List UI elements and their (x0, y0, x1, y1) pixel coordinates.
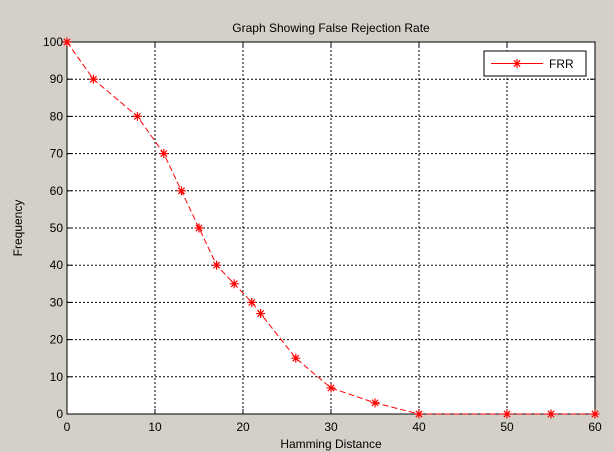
data-point-marker (326, 383, 336, 393)
x-tick-label: 50 (500, 420, 514, 434)
x-tick-label: 10 (148, 420, 162, 434)
x-axis-title: Hamming Distance (280, 437, 382, 451)
x-tick-label: 20 (236, 420, 250, 434)
data-point-marker (212, 260, 222, 270)
data-point-marker (370, 398, 380, 408)
x-tick-label: 0 (64, 420, 71, 434)
legend: FRR (483, 50, 587, 77)
data-point-marker (62, 37, 72, 47)
data-point-marker (546, 409, 556, 419)
data-point-marker (247, 297, 257, 307)
y-tick-label: 10 (50, 370, 64, 384)
data-point-marker (132, 111, 142, 121)
chart-title: Graph Showing False Rejection Rate (232, 21, 430, 35)
y-axis-title: Frequency (11, 200, 25, 257)
x-tick-label: 60 (588, 420, 602, 434)
y-tick-label: 70 (50, 147, 64, 161)
y-tick-label: 100 (43, 35, 63, 49)
legend-label: FRR (549, 57, 574, 71)
data-point-marker (159, 149, 169, 159)
y-tick-label: 90 (50, 72, 64, 86)
data-point-marker (194, 223, 204, 233)
legend-asterisk-icon (512, 59, 522, 68)
y-tick-label: 60 (50, 184, 64, 198)
data-point-marker (502, 409, 512, 419)
x-tick-label: 40 (412, 420, 426, 434)
grid (67, 42, 595, 414)
data-point-marker (291, 353, 301, 363)
data-point-marker (176, 186, 186, 196)
legend-marker (512, 59, 522, 68)
y-axis-ticks: 0 10 20 30 40 50 60 70 80 90 100 (43, 35, 595, 421)
y-tick-label: 40 (50, 258, 64, 272)
series-layer (62, 37, 600, 419)
data-point-marker (414, 409, 424, 419)
series-line-frr (66, 41, 595, 415)
y-tick-label: 30 (50, 295, 64, 309)
y-tick-label: 20 (50, 333, 64, 347)
y-tick-label: 80 (50, 109, 64, 123)
data-point-marker (590, 409, 600, 419)
y-tick-label: 0 (56, 407, 63, 421)
x-tick-label: 30 (324, 420, 338, 434)
data-point-marker (88, 74, 98, 84)
data-point-marker (256, 309, 266, 319)
y-tick-label: 50 (50, 221, 64, 235)
data-point-marker (229, 279, 239, 289)
